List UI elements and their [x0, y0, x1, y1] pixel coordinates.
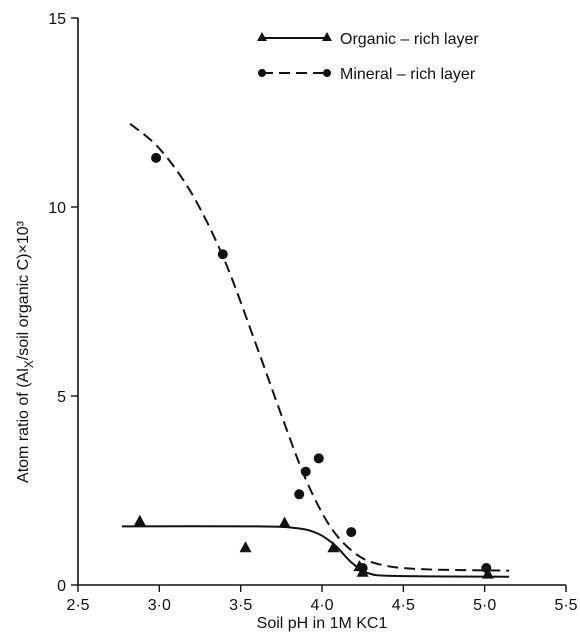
y-tick-label: 10 — [48, 200, 66, 217]
point-mineral — [300, 466, 311, 477]
x-tick-label: 3·0 — [148, 597, 171, 614]
x-tick-label: 5·5 — [554, 597, 577, 614]
legend-entry-organic: Organic – rich layer — [257, 31, 479, 48]
fit-curve-mineral — [129, 123, 510, 572]
legend-marker-mineral-left — [258, 69, 266, 77]
legend-marker-mineral-right — [323, 69, 331, 77]
x-tick-label: 2·5 — [66, 597, 89, 614]
x-tick-label: 3·5 — [229, 597, 252, 614]
fit-curve-organic — [121, 525, 510, 578]
x-tick-label: 5·0 — [473, 597, 496, 614]
data-points — [133, 152, 494, 579]
point-mineral — [294, 489, 305, 500]
x-tick-label: 4·0 — [310, 597, 333, 614]
y-axis-title-pre: Atom ratio of (A — [15, 371, 32, 482]
point-mineral — [346, 527, 357, 538]
point-organic — [481, 567, 494, 579]
y-axis-title-sub: X — [22, 360, 36, 368]
ticks: 2·5 3·0 3·5 4·0 4·5 5·0 5·5 0 5 10 15 — [48, 11, 577, 614]
legend: Organic – rich layer Mineral – rich laye… — [257, 31, 479, 83]
legend-marker-organic-right — [322, 32, 332, 41]
legend-label-organic: Organic – rich layer — [340, 31, 479, 48]
y-axis-title-mid: l — [15, 368, 32, 372]
fit-curves — [121, 123, 510, 578]
legend-marker-organic-left — [257, 32, 267, 41]
point-organic — [327, 541, 340, 553]
y-tick-label: 0 — [57, 578, 66, 595]
point-organic — [278, 516, 291, 528]
point-mineral — [313, 453, 324, 464]
x-axis-title: Soil pH in 1M KC1 — [257, 615, 388, 632]
x-tick-label: 4·5 — [392, 597, 415, 614]
y-axis-title-post: /soil organic C)×10³ — [15, 220, 32, 360]
y-tick-label: 15 — [48, 11, 66, 28]
axes — [77, 18, 566, 586]
y-tick-label: 5 — [57, 389, 66, 406]
y-axis-title: Atom ratio of (AlX/soil organic C)×10³ — [15, 220, 36, 483]
point-mineral — [151, 152, 162, 163]
point-organic — [133, 514, 146, 526]
legend-entry-mineral: Mineral – rich layer — [258, 66, 476, 83]
point-mineral — [481, 562, 492, 573]
point-organic — [239, 541, 252, 553]
point-mineral — [357, 562, 368, 573]
point-mineral — [217, 249, 228, 260]
legend-label-mineral: Mineral – rich layer — [340, 66, 476, 83]
